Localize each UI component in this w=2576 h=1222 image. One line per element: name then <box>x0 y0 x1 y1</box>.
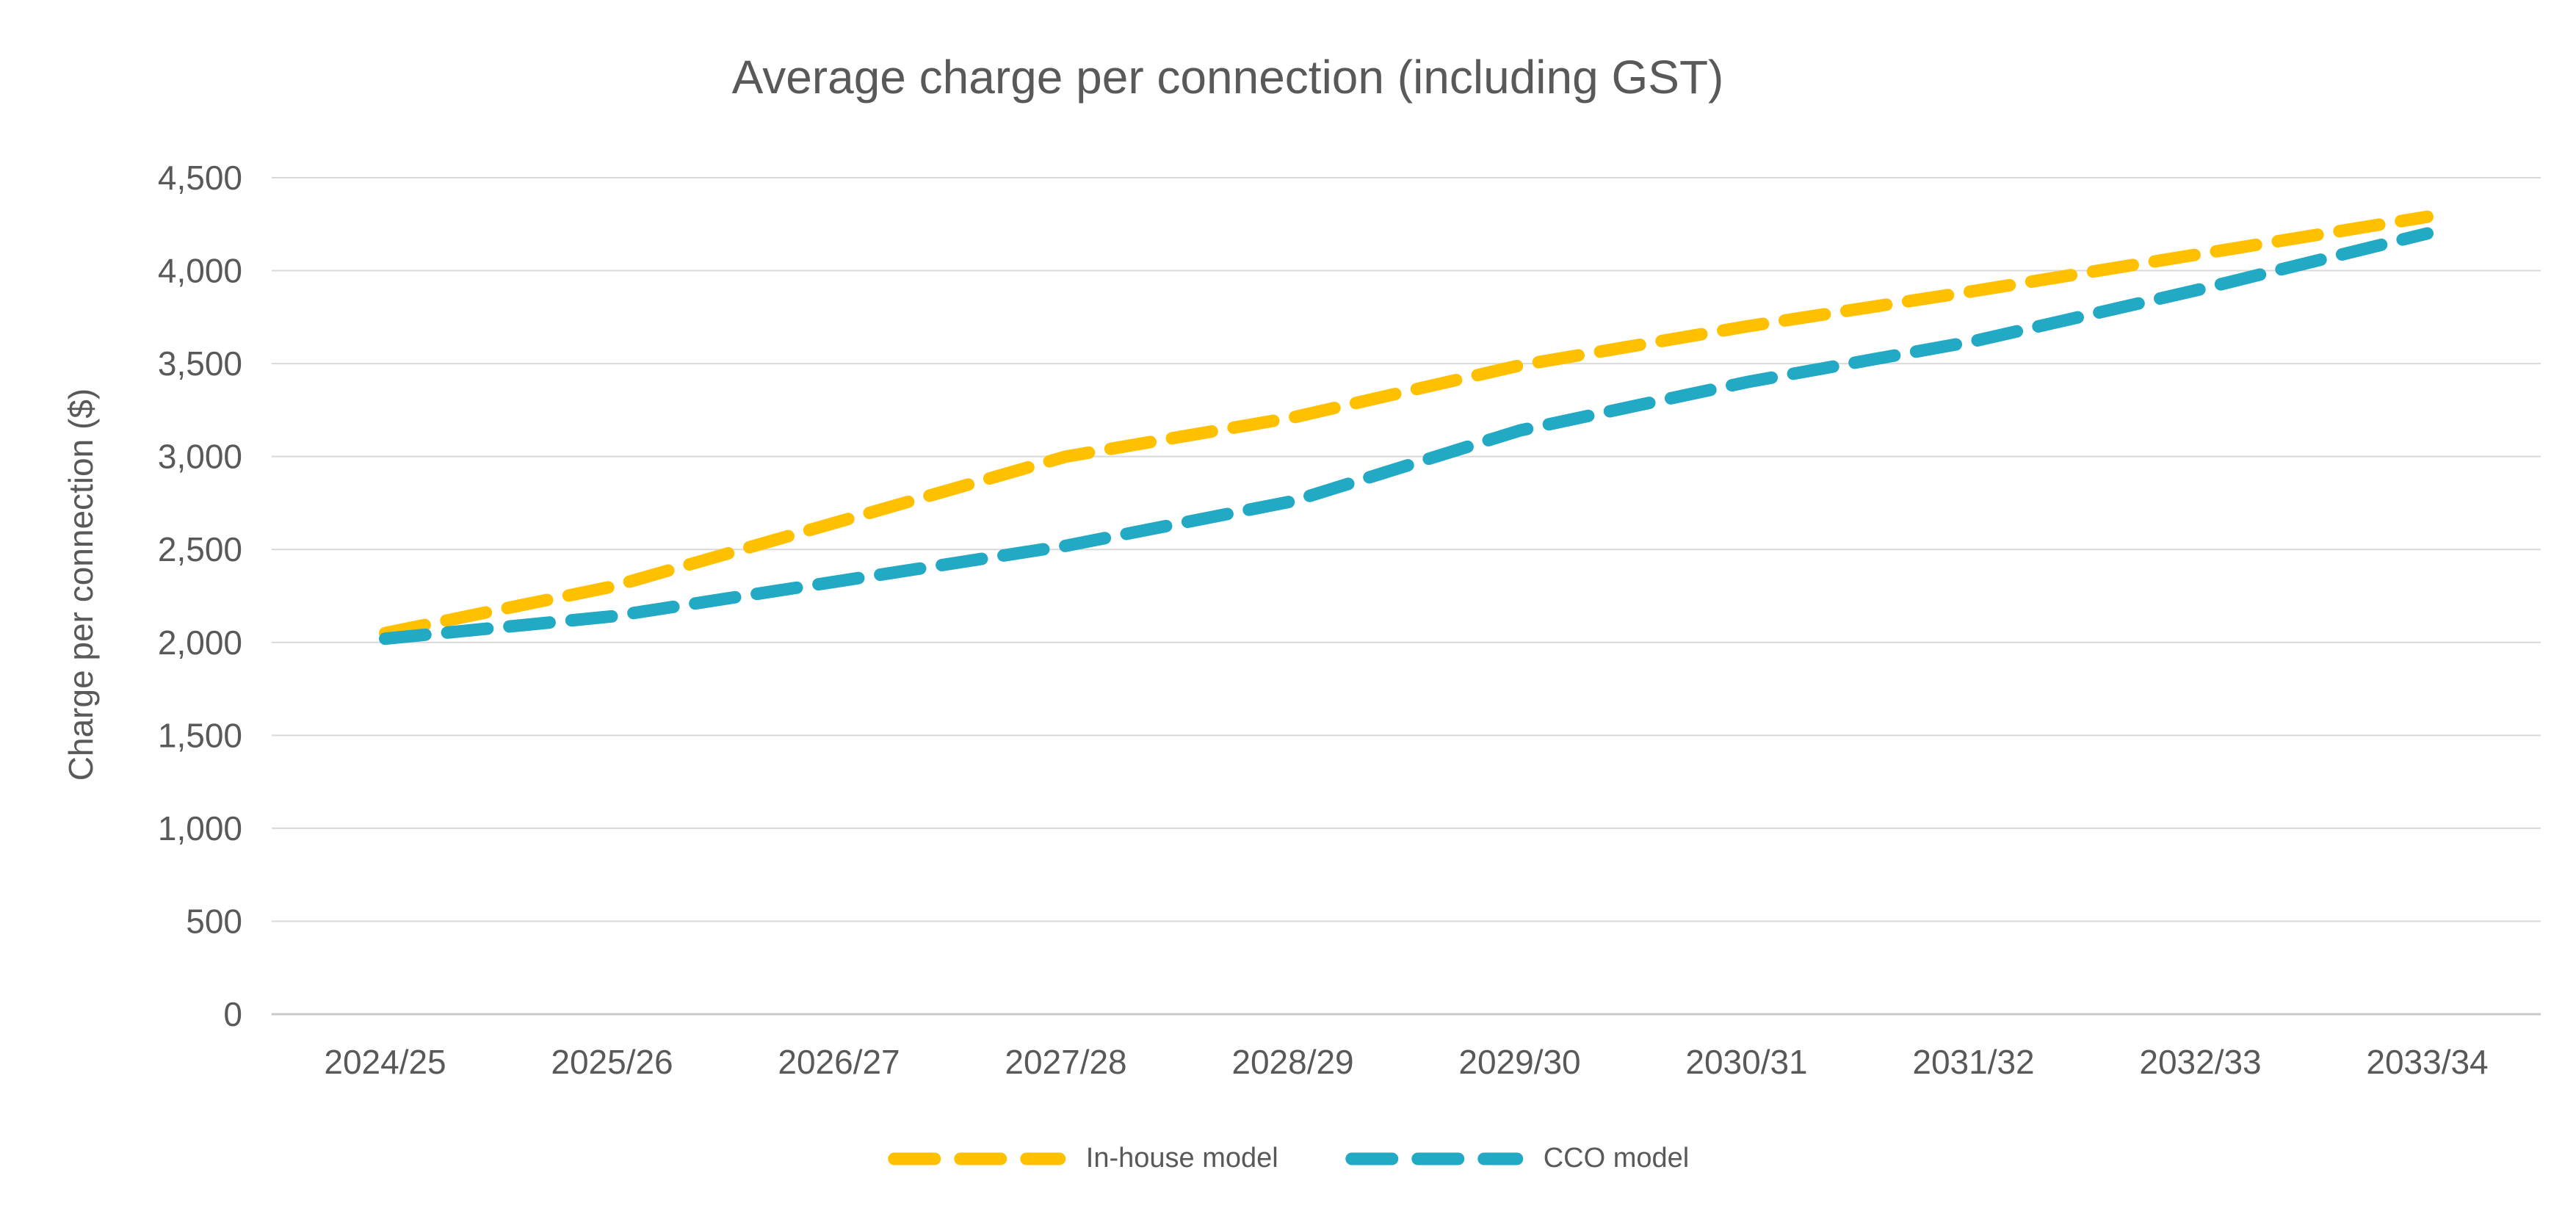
legend-item-in-house-model: In-house model <box>887 1143 1278 1174</box>
x-tick-label: 2025/26 <box>551 1043 673 1081</box>
x-tick-label: 2024/25 <box>324 1043 446 1081</box>
y-tick-label: 1,500 <box>158 716 242 754</box>
x-tick-label: 2029/30 <box>1458 1043 1580 1081</box>
series-line-in-house-model <box>379 210 2434 640</box>
legend-item-cco-model: CCO model <box>1345 1143 1690 1174</box>
legend: In-house model CCO model <box>887 1143 1689 1174</box>
legend-swatch <box>1345 1152 1524 1165</box>
x-tick-label: 2026/27 <box>778 1043 900 1081</box>
y-tick-label: 3,500 <box>158 344 242 383</box>
y-tick-label: 500 <box>186 902 242 940</box>
y-tick-label: 3,000 <box>158 438 242 476</box>
y-tick-label: 1,000 <box>158 809 242 847</box>
series-line-cco-model <box>379 227 2434 646</box>
legend-swatch <box>888 1152 1066 1165</box>
x-tick-label: 2028/29 <box>1231 1043 1353 1081</box>
x-tick-label: 2031/32 <box>1912 1043 2034 1081</box>
y-tick-label: 2,000 <box>158 623 242 662</box>
x-tick-label: 2030/31 <box>1685 1043 1807 1081</box>
x-tick-label: 2027/28 <box>1005 1043 1126 1081</box>
y-tick-label: 0 <box>223 995 242 1033</box>
legend-label: CCO model <box>1543 1143 1690 1174</box>
x-tick-label: 2033/34 <box>2366 1043 2488 1081</box>
x-tick-label: 2032/33 <box>2139 1043 2261 1081</box>
legend-label: In-house model <box>1085 1143 1278 1174</box>
y-tick-label: 4,000 <box>158 252 242 290</box>
y-tick-label: 2,500 <box>158 530 242 568</box>
chart-title: Average charge per connection (including… <box>731 51 1724 104</box>
y-tick-label: 4,500 <box>158 159 242 197</box>
